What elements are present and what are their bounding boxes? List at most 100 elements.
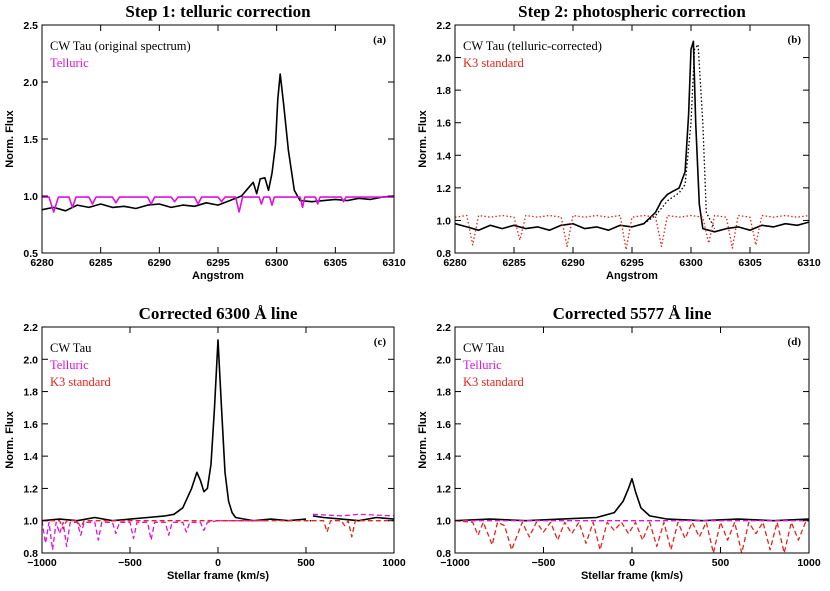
x-tick-label: 6280 [30,257,54,269]
y-tick-label: 2.2 [23,322,38,334]
y-axis-label: Norm. Flux [417,109,429,167]
legend-entry: K3 standard [463,56,524,70]
plot-area [455,477,809,553]
panel-title: Corrected 5577 Å line [553,304,712,323]
panel-title: Corrected 6300 Å line [139,304,298,323]
legend-entry: CW Tau [463,341,505,355]
y-tick-label: 1.8 [436,387,451,399]
series-k3-standard [42,520,394,538]
y-tick-label: 1.8 [436,85,451,97]
x-axis-label: Angstrom [606,270,658,282]
y-tick-label: 1.2 [23,483,38,495]
panel-tag: (c) [374,336,387,348]
x-tick-label: 6310 [382,257,406,269]
y-tick-label: 0.8 [23,548,38,560]
series-cw-tau-telluric-corrected [455,40,809,233]
x-tick-label: 6305 [324,257,348,269]
legend-entry: K3 standard [463,375,524,389]
y-tick-label: 1.0 [23,516,38,528]
panel-title: Step 2: photospheric correction [518,2,746,21]
x-axis-label: Stellar frame (km/s) [167,570,269,582]
series-k3-standard [455,520,809,553]
x-axis-label: Angstrom [192,270,244,282]
x-tick-label: 6300 [265,257,289,269]
series-cw-tau [455,477,809,522]
y-tick-label: 1.0 [436,215,451,227]
legend-entry: Telluric [50,56,89,70]
y-axis-label: Norm. Flux [4,410,16,468]
series-telluric [42,520,268,551]
y-tick-label: 2.2 [436,322,451,334]
y-tick-label: 2.0 [436,354,451,366]
panel-tag: (b) [788,34,802,46]
y-tick-label: 1.4 [23,451,38,463]
legend-entry: CW Tau (telluric-corrected) [463,39,602,53]
x-tick-label: 6280 [443,257,467,269]
y-tick-label: 1.6 [436,419,451,431]
series-telluric-continued [312,513,394,517]
x-tick-label: 0 [629,557,635,569]
panel-d: Corrected 5577 Å line −1000 −500 0 500 1000 0.… [417,304,821,582]
y-tick-label: 1.0 [23,191,38,203]
x-tick-label: 500 [712,557,730,569]
plot-area [42,73,394,213]
y-tick-label: 1.0 [436,516,451,528]
x-tick-label: 6290 [561,257,585,269]
y-tick-label: 1.6 [436,118,451,130]
panel-tag: (a) [373,34,386,46]
y-tick-label: 1.4 [436,150,451,162]
plot-area [455,40,809,251]
x-tick-label: 6295 [206,257,230,269]
panel-c: Corrected 6300 Å line −1000 −500 0 500 1000 0.… [4,304,406,582]
x-tick-label: 0 [215,557,221,569]
legend-entry: K3 standard [50,375,111,389]
y-tick-label: 1.2 [436,483,451,495]
x-tick-label: 500 [297,557,315,569]
series-cw-tau-shifted [643,43,716,229]
panel-title: Step 1: telluric correction [125,2,311,21]
panel-tag: (d) [788,336,802,348]
y-tick-label: 1.5 [23,134,38,146]
y-tick-label: 1.4 [436,451,451,463]
y-tick-label: 2.0 [23,354,38,366]
y-tick-label: 0.8 [436,248,451,260]
y-tick-label: 2.0 [436,53,451,65]
x-tick-label: 6300 [679,257,703,269]
x-tick-label: 6310 [797,257,821,269]
x-axis-label: Stellar frame (km/s) [581,570,683,582]
y-tick-label: 1.6 [23,419,38,431]
y-tick-label: 2.2 [436,20,451,32]
x-tick-label: −1000 [27,557,57,569]
series-cw-tau [42,339,307,522]
x-tick-label: 6285 [89,257,113,269]
x-tick-label: 1000 [797,557,821,569]
y-tick-label: 2.0 [23,77,38,89]
legend-entry: CW Tau (original spectrum) [50,39,191,53]
y-tick-label: 0.5 [23,248,38,260]
plot-area [42,339,394,551]
panel-a: Step 1: telluric correction 6280 6285 6290 6… [4,2,406,282]
y-tick-label: 1.2 [436,183,451,195]
x-tick-label: −500 [118,557,142,569]
legend-entry: Telluric [463,358,502,372]
x-tick-label: 1000 [382,557,406,569]
x-tick-label: 6295 [620,257,644,269]
x-tick-label: 6290 [148,257,172,269]
series-cw-tau-continued [312,515,394,522]
plot-frame [41,24,395,254]
series-cw-tau-original-spectrum [42,73,394,212]
y-tick-label: 2.5 [23,20,38,32]
panel-b: Step 2: photospheric correction 6280 6285 6… [417,2,821,282]
series-telluric [42,196,394,213]
y-tick-label: 1.8 [23,387,38,399]
x-tick-label: 6305 [738,257,762,269]
series-k3-standard [455,214,809,251]
y-axis-label: Norm. Flux [417,410,429,468]
legend-entry: Telluric [50,358,89,372]
x-tick-label: −1000 [440,557,470,569]
y-axis-label: Norm. Flux [4,109,16,167]
y-tick-label: 0.8 [436,548,451,560]
x-tick-label: 6285 [502,257,526,269]
x-tick-label: −500 [532,557,556,569]
